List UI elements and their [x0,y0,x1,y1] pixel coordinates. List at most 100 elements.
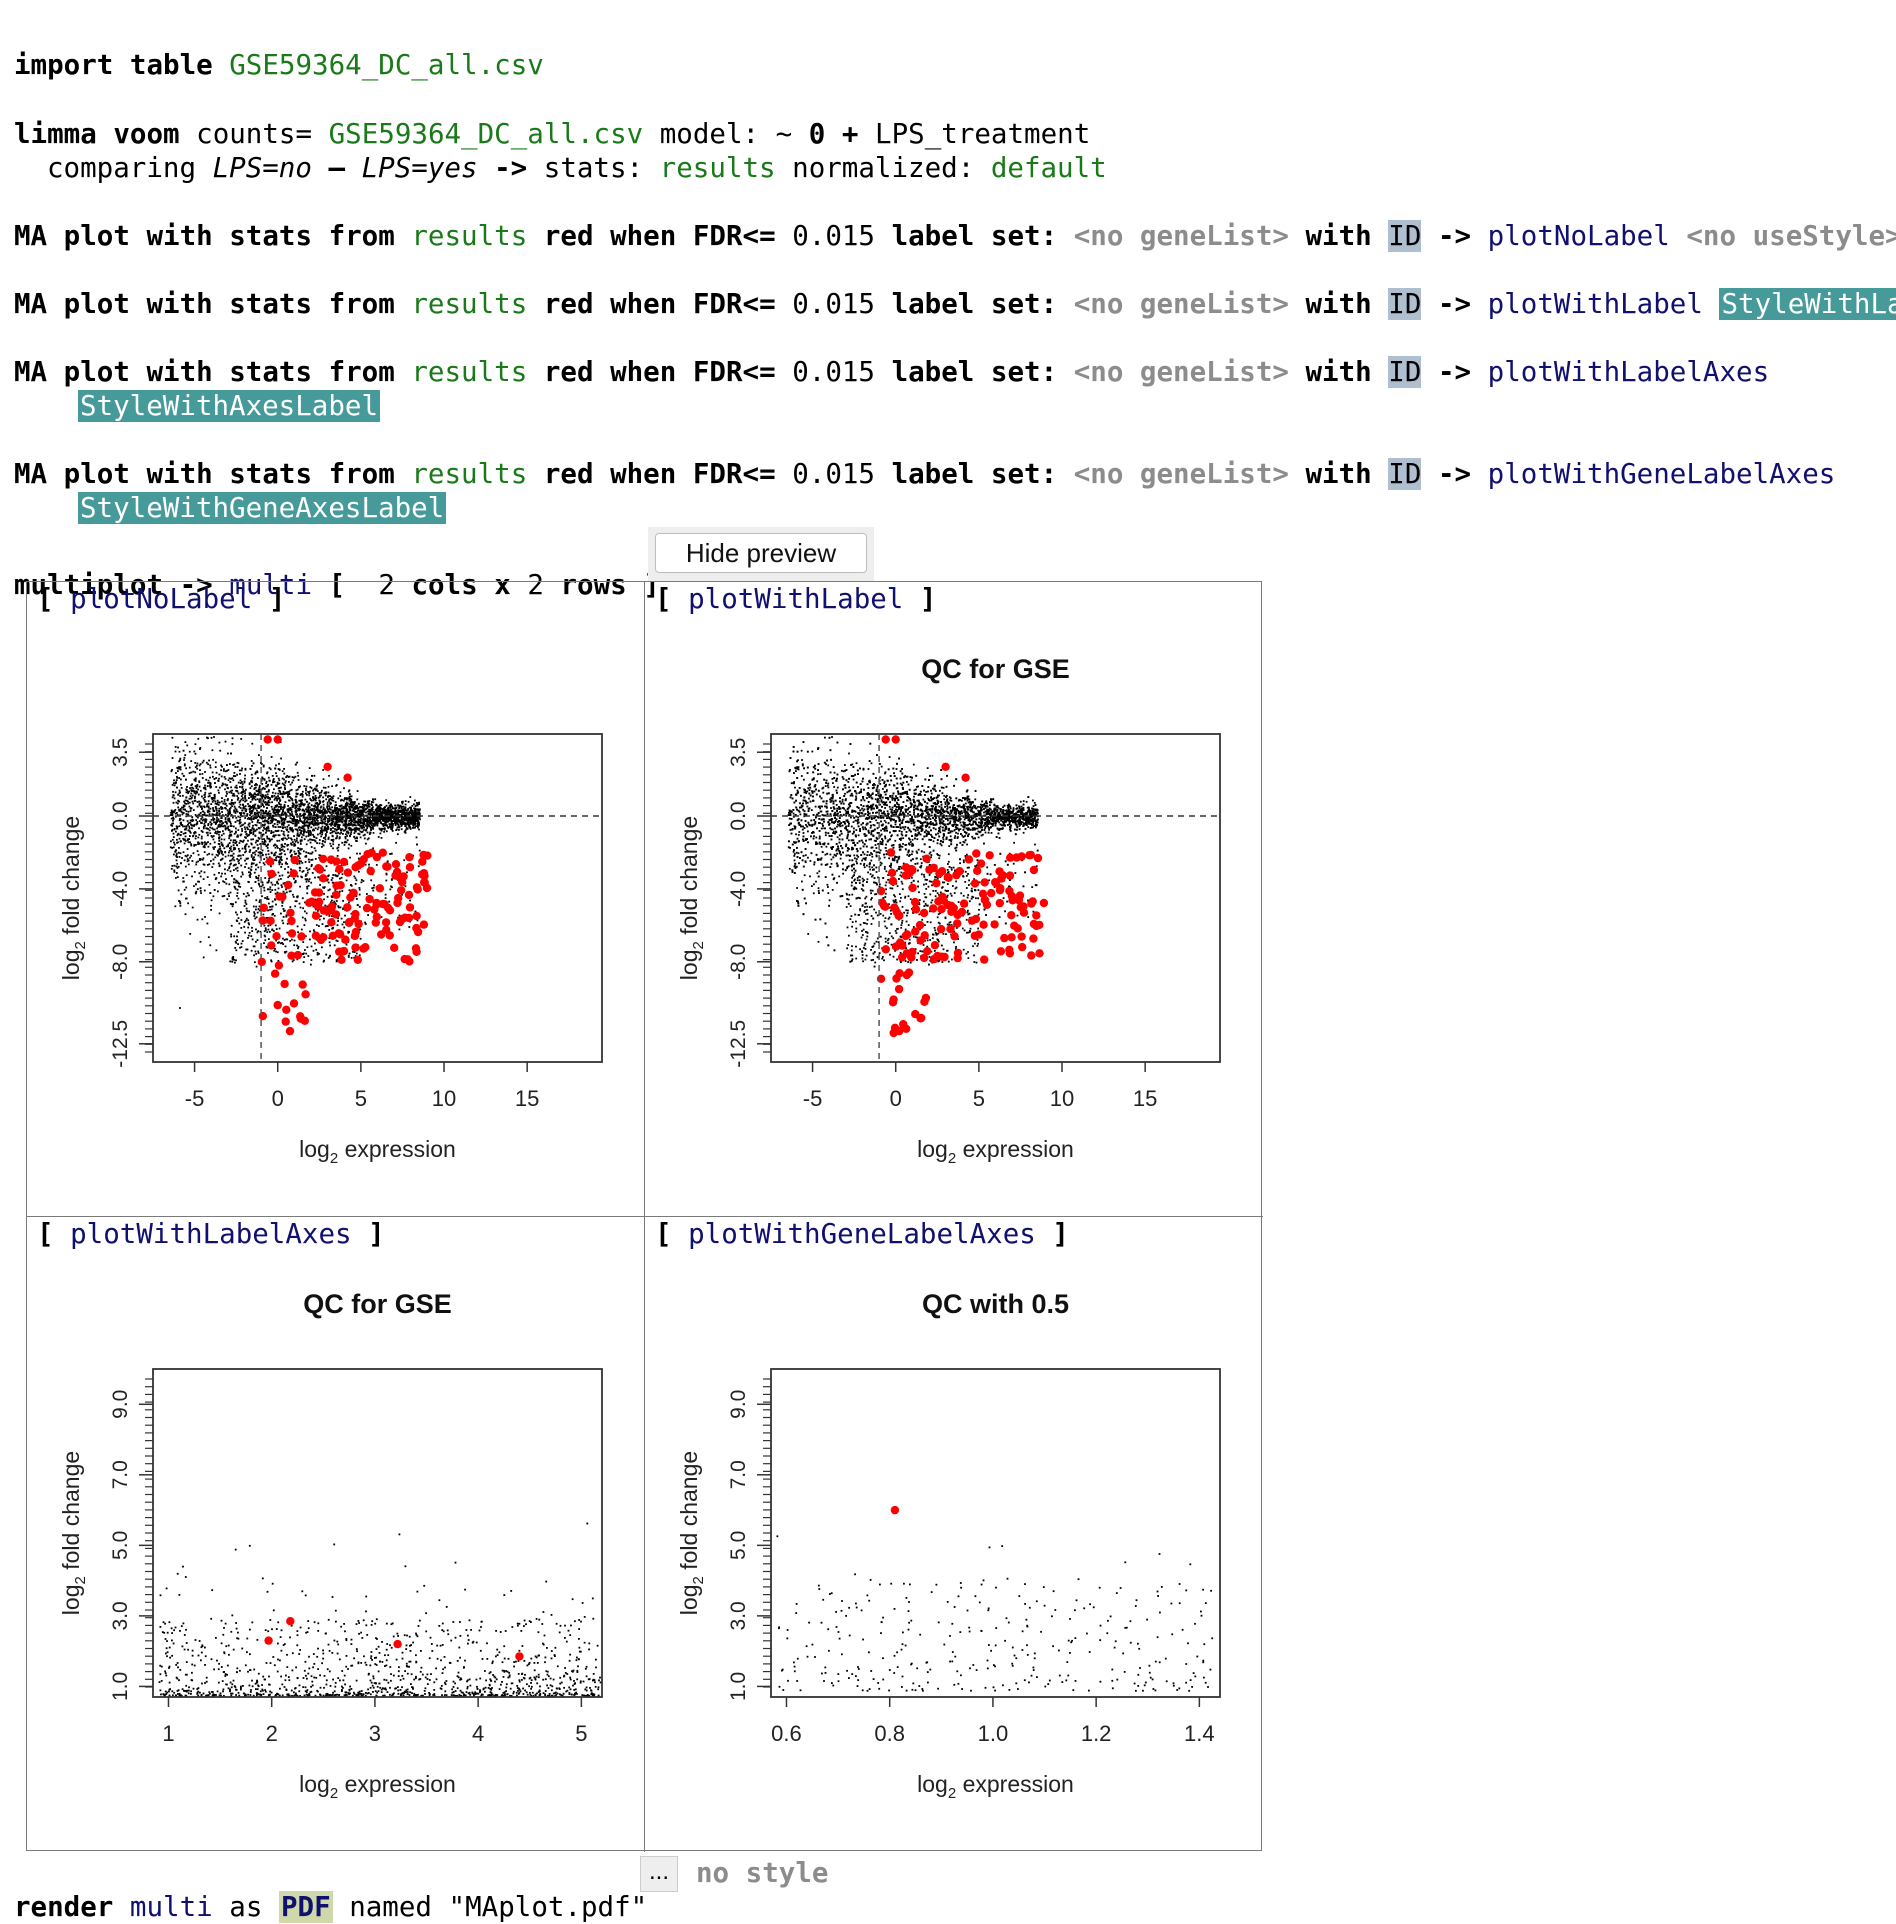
point [294,905,297,908]
limma-statement[interactable]: limma voom counts= GSE59364_DC_all.csv m… [14,83,1090,151]
ma-stats[interactable]: results [411,458,528,490]
point [319,794,321,797]
point [210,835,213,837]
genelist-placeholder[interactable]: <no geneList> [1073,356,1289,388]
ma-stats[interactable]: results [411,220,528,252]
ma-keyword: MA plot with stats from [14,458,395,490]
point [288,890,291,893]
point [276,880,279,883]
point [266,771,269,774]
point [203,814,206,816]
point [292,830,294,833]
point [278,814,281,816]
point [374,823,376,826]
fdr-value[interactable]: 0.015 [792,220,875,252]
point [242,788,245,791]
point [235,840,238,843]
id-column[interactable]: ID [1388,220,1422,252]
id-column[interactable]: ID [1388,458,1422,490]
import-file[interactable]: GSE59364_DC_all.csv [229,49,544,81]
style-reference[interactable]: StyleWithGeneAxesLabel [78,492,447,524]
point [351,820,353,823]
contrast-left[interactable]: LPS=no [212,152,312,184]
import-statement[interactable]: import table GSE59364_DC_all.csv [14,14,544,82]
contrast-right[interactable]: LPS=yes [361,152,478,184]
point [241,797,244,799]
id-column[interactable]: ID [1388,288,1422,320]
fdr-value[interactable]: 0.015 [792,288,875,320]
plot-name[interactable]: plotNoLabel [1487,220,1670,252]
ma-plot-statement[interactable]: MA plot with stats from results red when… [14,253,1896,321]
point [410,821,413,824]
genelist-placeholder[interactable]: <no geneList> [1073,458,1289,490]
plot-name[interactable]: plotWithLabelAxes [1487,356,1770,388]
ma-plot-statement[interactable]: MA plot with stats from results red when… [14,321,1769,389]
point [232,852,235,855]
point [176,814,179,816]
multiplot-statement[interactable]: multiplot -> multi [ 2 cols x 2 rows ] [14,534,660,602]
point [330,824,333,827]
ma-stats[interactable]: results [411,288,528,320]
point [417,865,420,868]
cell-plot-name[interactable]: plotNoLabel [70,583,253,615]
hide-preview-button[interactable]: Hide preview [655,533,867,573]
point [288,820,291,823]
point [213,813,216,816]
red-when-label: red when FDR<= [543,356,776,388]
point [201,814,204,816]
point [282,943,284,945]
point [275,772,277,775]
point [278,787,281,789]
point [179,808,182,810]
model-zero[interactable]: 0 [808,118,826,150]
red-point [273,1000,282,1010]
counts-file[interactable]: GSE59364_DC_all.csv [328,118,644,150]
point [184,741,187,743]
point [240,927,243,929]
point [346,817,349,819]
point [284,862,287,865]
point [347,802,349,805]
point [269,908,271,911]
point [407,822,409,825]
cell-label[interactable]: [ plotNoLabel ] [37,583,286,615]
point [372,799,375,801]
style-placeholder[interactable]: <no useStyle> [1686,220,1896,252]
rows-value[interactable]: 2 [527,569,544,601]
model-factor[interactable]: LPS_treatment [875,118,1091,150]
genelist-placeholder[interactable]: <no geneList> [1073,288,1289,320]
point [255,877,258,879]
style-reference[interactable]: StyleWithAxesLabel [78,390,381,422]
cols-value[interactable]: 2 [378,569,395,601]
limma-comparison[interactable]: comparing LPS=no – LPS=yes -> stats: res… [47,117,1107,185]
point [316,802,318,804]
point [244,777,246,780]
point [414,807,417,810]
point [412,813,415,816]
fdr-value[interactable]: 0.015 [792,356,875,388]
genelist-placeholder[interactable]: <no geneList> [1073,220,1289,252]
fdr-value[interactable]: 0.015 [792,458,875,490]
point [215,813,218,815]
plot-name[interactable]: plotWithLabel [1487,288,1703,320]
point [308,816,311,819]
point [188,838,190,840]
point [264,839,266,842]
normalized-value[interactable]: default [990,152,1107,184]
ma-plot-style-line[interactable]: StyleWithAxesLabel [78,355,381,423]
ma-plot-style-line[interactable]: StyleWithGeneAxesLabel [78,457,447,525]
style-reference[interactable]: StyleWithLabel [1719,288,1896,320]
ma-stats[interactable]: results [411,356,528,388]
point [238,862,240,865]
point [210,797,213,799]
point [360,806,362,809]
id-column[interactable]: ID [1388,356,1422,388]
stats-name[interactable]: results [659,152,776,184]
point [299,869,301,872]
ma-plot-statement[interactable]: MA plot with stats from results red when… [14,185,1896,253]
multiplot-name[interactable]: multi [229,569,313,601]
point [303,785,306,787]
point [172,832,175,835]
plot-name[interactable]: plotWithGeneLabelAxes [1487,458,1836,490]
ma-plot-statement[interactable]: MA plot with stats from results red when… [14,423,1835,491]
